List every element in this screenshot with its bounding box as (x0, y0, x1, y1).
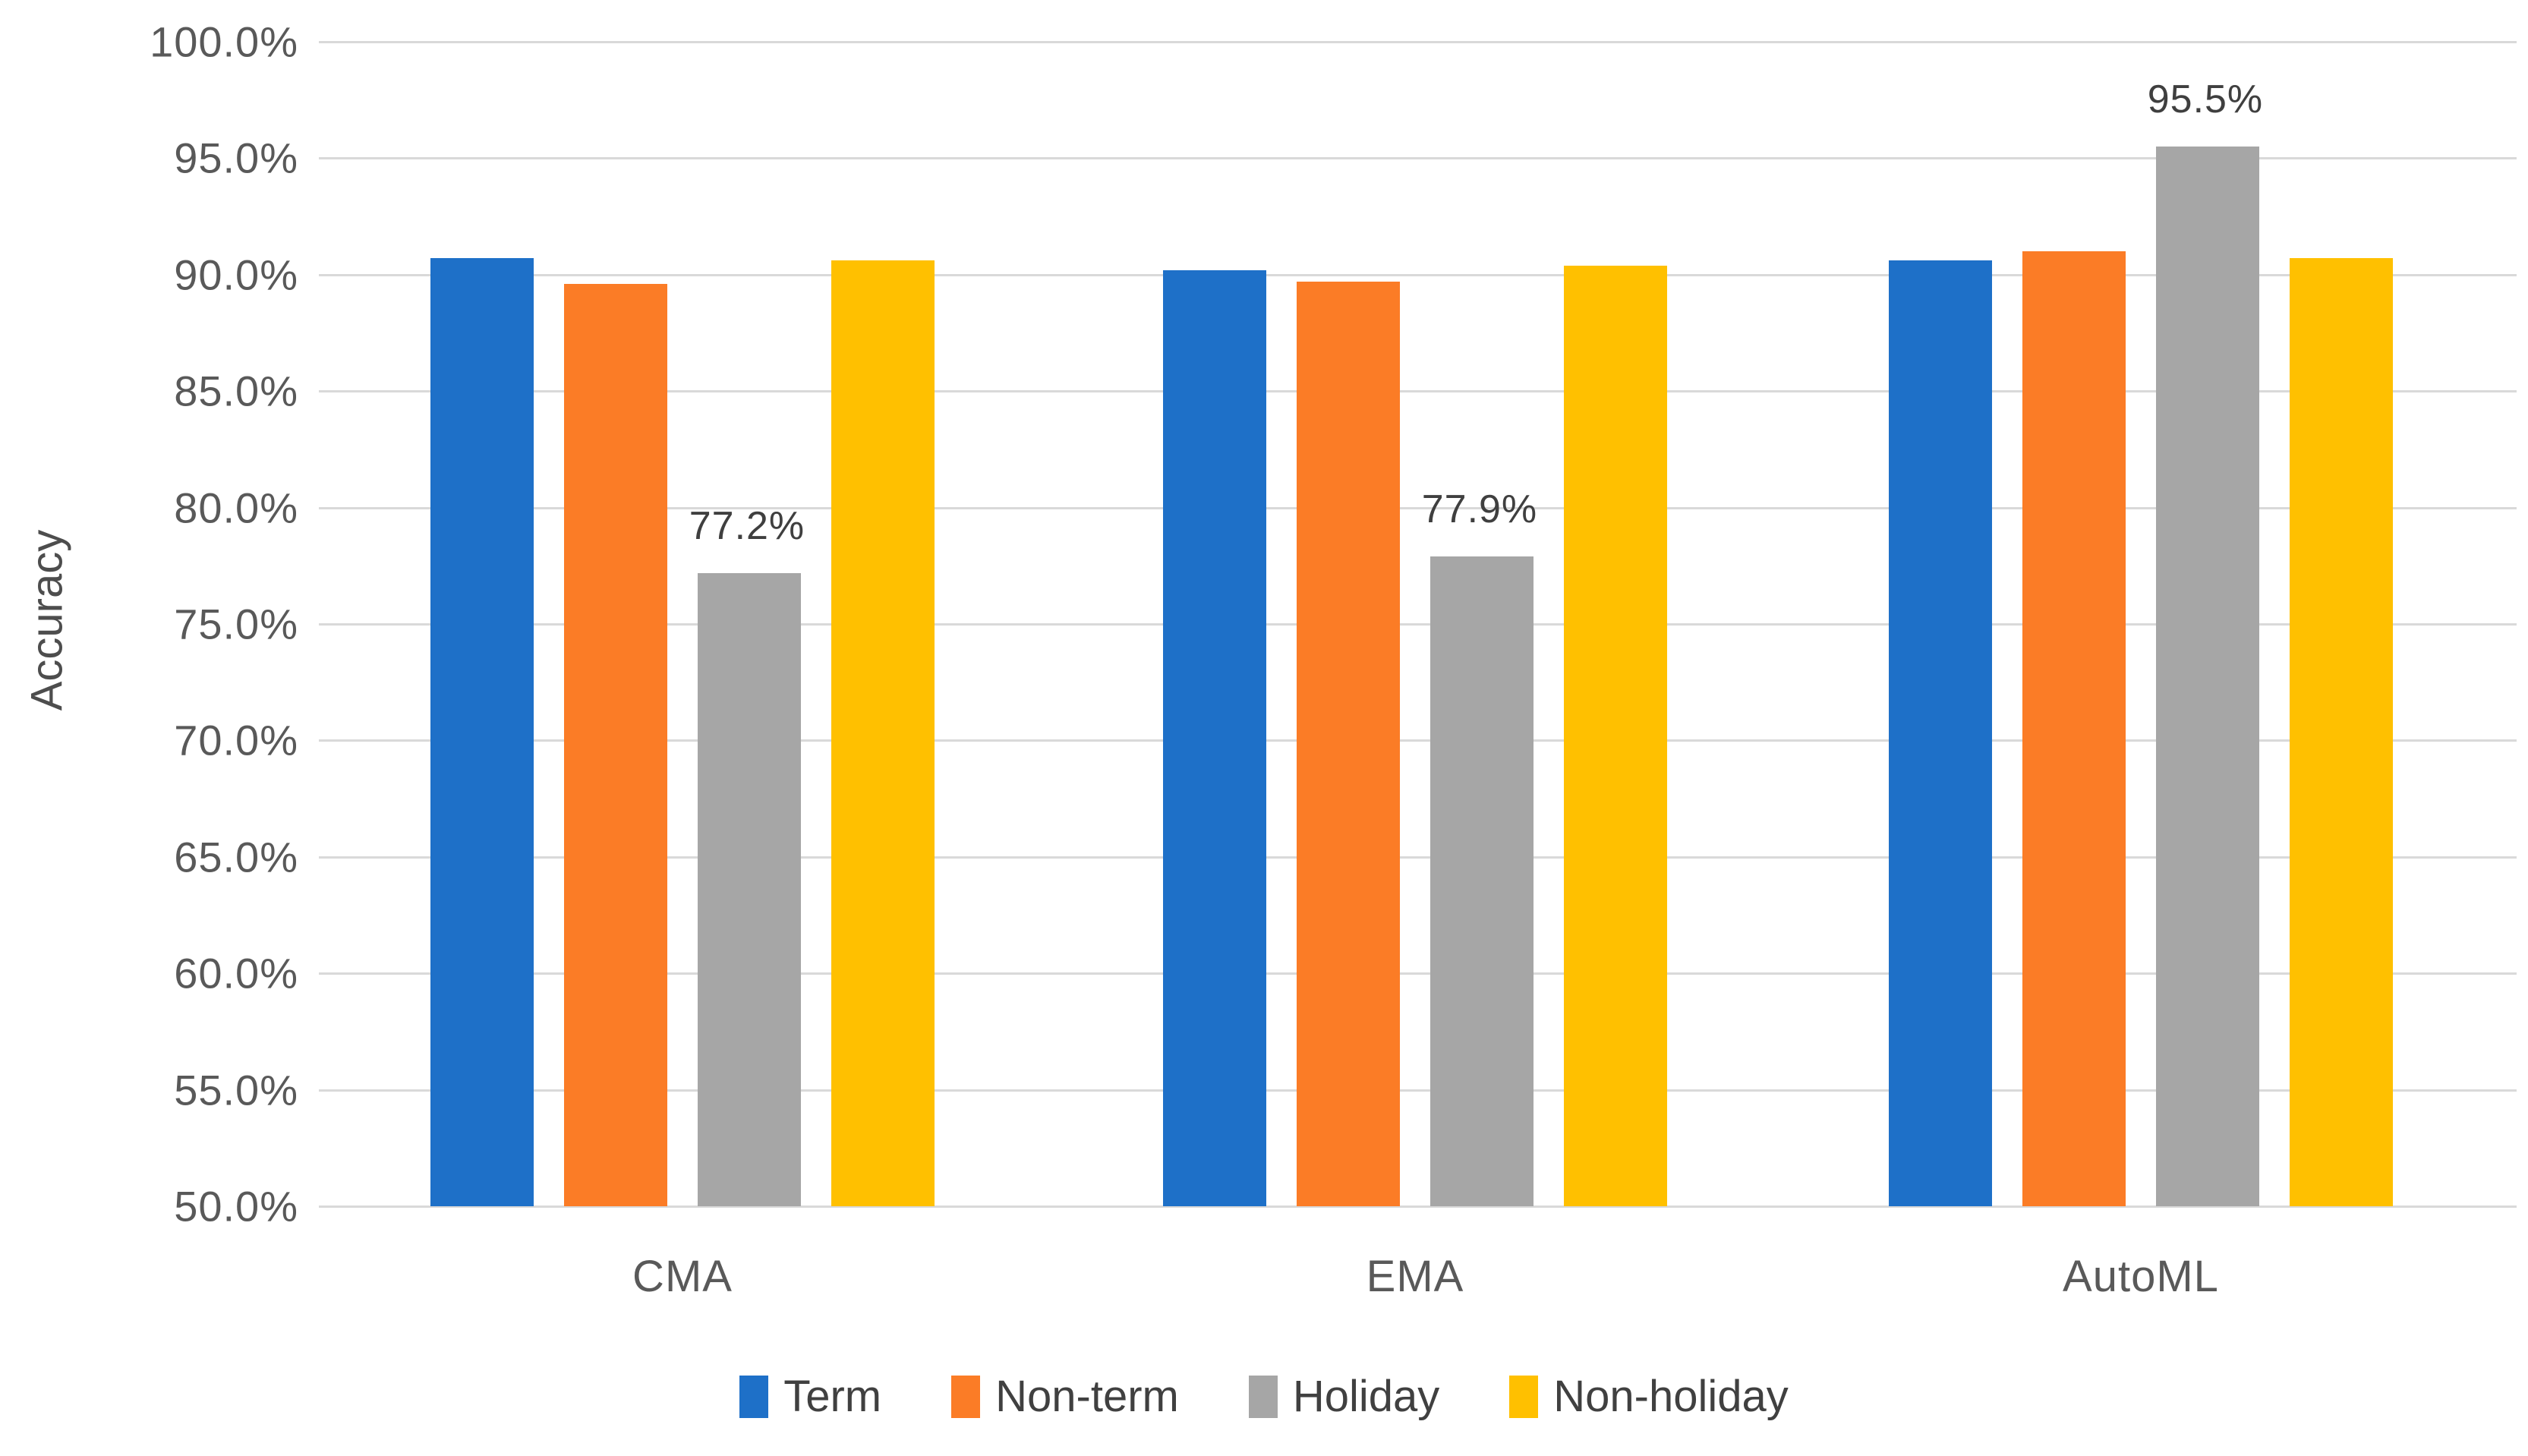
bar-holiday-cma (698, 572, 801, 1206)
legend-item-non-term: Non-term (951, 1371, 1179, 1422)
bar-non-holiday-cma (831, 260, 935, 1206)
legend-label: Holiday (1292, 1372, 1440, 1421)
gridline (319, 1205, 2517, 1208)
y-axis-tick-label: 85.0% (174, 367, 298, 415)
bar-term-ema (1163, 269, 1266, 1206)
y-axis-tick-label: 95.0% (174, 134, 298, 182)
gridline (319, 273, 2517, 276)
gridline (319, 41, 2517, 43)
bar-group-cma: 77.2% (430, 42, 935, 1206)
legend: Term Non-term Holiday Non-holiday (0, 1371, 2528, 1422)
bar-slot (831, 42, 935, 1206)
y-axis-tick-label: 70.0% (174, 716, 298, 764)
legend-label: Non-term (995, 1372, 1179, 1421)
y-axis-tick-label: 100.0% (150, 17, 298, 66)
gridline (319, 623, 2517, 626)
bar-group-ema: 77.9% (1163, 42, 1667, 1206)
legend-item-holiday: Holiday (1248, 1371, 1440, 1422)
plot-area: 77.2% 77.9% 95.5% (319, 41, 2517, 1208)
bar-slot (430, 42, 534, 1206)
gridline (319, 390, 2517, 393)
x-axis-category-label-automl: AutoML (2063, 1252, 2219, 1301)
bar-non-holiday-automl (2290, 258, 2393, 1206)
bar-slot: 77.2% (689, 42, 804, 1206)
gridline (319, 972, 2517, 975)
bar-term-automl (1889, 260, 1992, 1206)
bar-slot (1297, 42, 1400, 1206)
bar-non-term-automl (2022, 251, 2126, 1206)
bar-slot (2290, 42, 2393, 1206)
y-axis-tick-label: 60.0% (174, 949, 298, 997)
bar-slot (1163, 42, 1266, 1206)
y-axis-tick-label: 75.0% (174, 600, 298, 648)
bar-slot (1889, 42, 1992, 1206)
gridline (319, 739, 2517, 742)
gridline (319, 856, 2517, 859)
legend-item-non-holiday: Non-holiday (1509, 1371, 1789, 1422)
bar-data-label: 95.5% (2147, 77, 2264, 122)
bar-non-term-ema (1297, 282, 1400, 1206)
bar-non-term-cma (564, 284, 667, 1206)
legend-item-term: Term (739, 1371, 881, 1422)
bar-group-automl: 95.5% (1889, 42, 2393, 1206)
bar-slot (2022, 42, 2126, 1206)
bar-slot (564, 42, 667, 1206)
gridline (319, 506, 2517, 509)
bar-data-label: 77.2% (689, 503, 805, 548)
y-axis-tick-label: 90.0% (174, 251, 298, 299)
bar-non-holiday-ema (1564, 265, 1667, 1206)
legend-swatch-non-holiday (1509, 1375, 1539, 1418)
legend-swatch-non-term (951, 1375, 981, 1418)
bar-term-cma (430, 258, 534, 1206)
gridline (319, 1089, 2517, 1092)
y-axis-tick-label: 50.0% (174, 1182, 298, 1231)
gridline (319, 157, 2517, 160)
legend-swatch-term (739, 1375, 769, 1418)
y-axis-tick-label: 80.0% (174, 484, 298, 532)
legend-swatch-holiday (1248, 1375, 1278, 1418)
x-axis-category-label-ema: EMA (1366, 1252, 1464, 1301)
legend-label: Non-holiday (1553, 1372, 1789, 1421)
y-axis-tick-label: 55.0% (174, 1066, 298, 1114)
bar-holiday-ema (1430, 556, 1534, 1206)
bar-holiday-automl (2156, 147, 2259, 1206)
bar-slot (1564, 42, 1667, 1206)
y-axis-tick-label: 65.0% (174, 833, 298, 881)
bar-slot: 95.5% (2148, 42, 2262, 1206)
bar-data-label: 77.9% (1421, 487, 1538, 532)
bar-slot: 77.9% (1422, 42, 1537, 1206)
x-axis-category-label-cma: CMA (632, 1252, 733, 1301)
legend-label: Term (783, 1372, 882, 1421)
